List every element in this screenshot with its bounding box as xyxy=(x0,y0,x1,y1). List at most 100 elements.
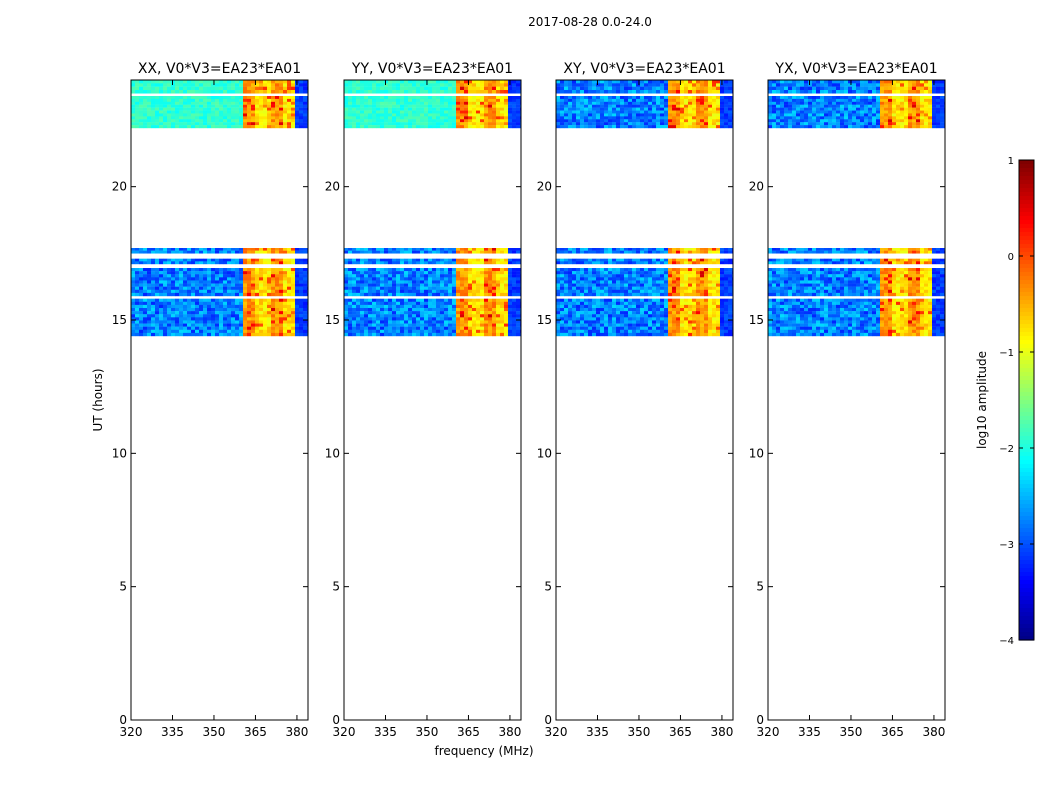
heatmap-cell xyxy=(404,122,409,126)
heatmap-cell xyxy=(632,104,637,108)
heatmap-cell xyxy=(303,107,308,111)
heatmap-cell xyxy=(279,332,284,337)
heatmap-cell xyxy=(500,90,505,94)
heatmap-cell xyxy=(219,301,224,306)
heatmap-cell xyxy=(632,308,637,312)
heatmap-cell xyxy=(239,286,244,290)
heatmap-cell xyxy=(652,258,657,262)
heatmap-cell xyxy=(576,332,581,337)
heatmap-cell xyxy=(199,314,204,318)
heatmap-cell xyxy=(404,274,409,278)
heatmap-cell xyxy=(183,301,188,306)
heatmap-cell xyxy=(556,326,561,330)
heatmap-cell xyxy=(207,320,212,324)
heatmap-cell xyxy=(424,314,429,318)
heatmap-cell xyxy=(376,125,381,129)
heatmap-cell xyxy=(348,258,353,262)
heatmap-cell xyxy=(243,258,248,262)
heatmap-cell xyxy=(247,119,252,123)
heatmap-cell xyxy=(187,286,192,290)
heatmap-cell xyxy=(412,301,417,306)
heatmap-cell xyxy=(231,122,236,126)
heatmap-cell xyxy=(299,80,304,84)
heatmap-cell xyxy=(704,308,709,312)
heatmap-cell xyxy=(231,80,236,84)
heatmap-cell xyxy=(223,83,228,87)
heatmap-cell xyxy=(191,277,196,281)
heatmap-cell xyxy=(616,301,621,306)
heatmap-cell xyxy=(295,329,300,334)
heatmap-cell xyxy=(215,286,220,290)
heatmap-cell xyxy=(356,83,361,87)
heatmap-cell xyxy=(404,326,409,330)
heatmap-cell xyxy=(440,277,445,281)
heatmap-cell xyxy=(299,311,304,315)
heatmap-cell xyxy=(191,304,196,309)
heatmap-cell xyxy=(604,274,609,278)
heatmap-cell xyxy=(476,250,481,254)
heatmap-cell xyxy=(348,113,353,117)
heatmap-cell xyxy=(235,101,240,105)
heatmap-cell xyxy=(580,311,585,315)
heatmap-cell xyxy=(564,311,569,315)
heatmap-cell xyxy=(191,83,196,87)
heatmap-cell xyxy=(147,271,152,275)
heatmap-cell xyxy=(388,301,393,306)
heatmap-cell xyxy=(239,122,244,126)
heatmap-cell xyxy=(283,314,288,318)
heatmap-cell xyxy=(219,314,224,318)
heatmap-cell xyxy=(492,274,497,278)
heatmap-cell xyxy=(472,101,477,105)
heatmap-cell xyxy=(488,292,493,297)
heatmap-cell xyxy=(207,308,212,312)
heatmap-cell xyxy=(652,286,657,290)
heatmap-cell xyxy=(352,261,357,265)
heatmap-cell xyxy=(624,317,629,321)
heatmap-cell xyxy=(508,86,513,91)
heatmap-cell xyxy=(267,107,272,111)
heatmap-cell xyxy=(227,83,232,87)
heatmap-cell xyxy=(392,248,397,251)
heatmap-cell xyxy=(384,86,389,91)
heatmap-cell xyxy=(135,317,140,321)
heatmap-cell xyxy=(572,107,577,111)
heatmap-cell xyxy=(588,329,593,334)
heatmap-cell xyxy=(139,248,144,251)
heatmap-cell xyxy=(420,326,425,330)
heatmap-cell xyxy=(151,125,156,129)
heatmap-cell xyxy=(163,86,168,91)
heatmap-cell xyxy=(396,110,401,114)
heatmap-cell xyxy=(267,125,272,129)
heatmap-cell xyxy=(195,280,200,284)
heatmap-cell xyxy=(352,271,357,275)
heatmap-cell xyxy=(600,332,605,337)
heatmap-cell xyxy=(279,125,284,129)
heatmap-cell xyxy=(356,101,361,105)
heatmap-cell xyxy=(348,274,353,278)
heatmap-cell xyxy=(652,271,657,275)
heatmap-cell xyxy=(672,329,677,334)
heatmap-cell xyxy=(211,320,216,324)
heatmap-cell xyxy=(656,320,661,324)
heatmap-cell xyxy=(448,80,453,84)
heatmap-cell xyxy=(251,101,256,105)
heatmap-cell xyxy=(251,96,256,100)
heatmap-cell xyxy=(684,248,689,251)
heatmap-cell xyxy=(676,277,681,281)
heatmap-cell xyxy=(484,317,489,321)
heatmap-cell xyxy=(275,90,280,94)
heatmap-cell xyxy=(199,258,204,262)
heatmap-cell xyxy=(700,308,705,312)
heatmap-cell xyxy=(199,122,204,126)
heatmap-cell xyxy=(452,286,457,290)
heatmap-cell xyxy=(131,261,136,265)
heatmap-cell xyxy=(516,113,521,117)
heatmap-cell xyxy=(267,323,272,327)
heatmap-cell xyxy=(420,268,425,272)
heatmap-cell xyxy=(388,277,393,281)
heatmap-cell xyxy=(247,326,252,330)
heatmap-cell xyxy=(179,101,184,105)
heatmap-cell xyxy=(215,107,220,111)
heatmap-cell xyxy=(255,286,260,290)
heatmap-cell xyxy=(656,104,661,108)
